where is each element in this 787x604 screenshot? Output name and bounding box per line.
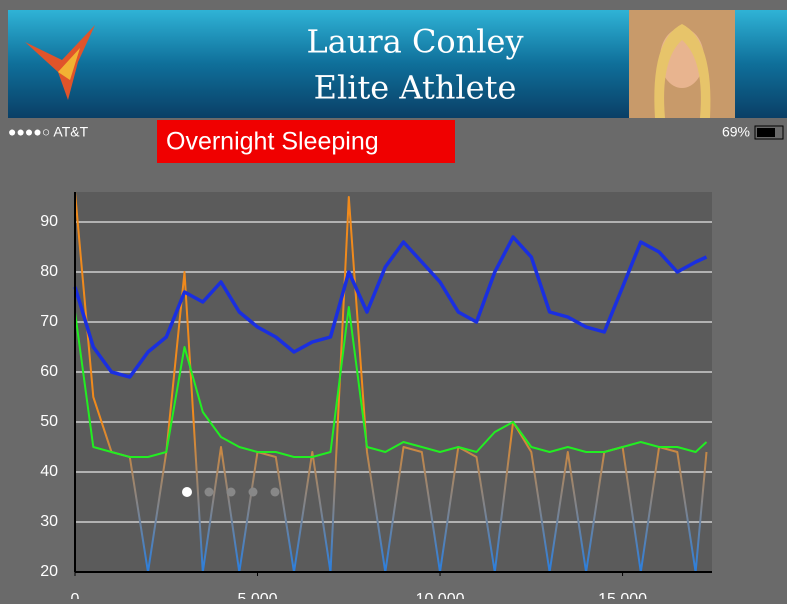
- y-tick-label: 60: [40, 363, 58, 380]
- y-tick-label: 70: [40, 313, 58, 330]
- x-tick-label: 10,000: [416, 591, 465, 599]
- header-subtitle: Elite Athlete: [314, 69, 517, 107]
- chart-title: Overnight Sleeping: [166, 128, 379, 156]
- y-tick-label: 30: [40, 513, 58, 530]
- page: Laura Conley Elite Athlete ●●●●○ AT&T 69…: [0, 0, 787, 599]
- y-tick-label: 80: [40, 263, 58, 280]
- screen: Laura Conley Elite Athlete ●●●●○ AT&T 69…: [0, 0, 787, 599]
- y-tick-label: 40: [40, 463, 58, 480]
- carrier: ●●●●○ AT&T: [8, 124, 89, 140]
- x-tick-label: 0: [71, 591, 80, 599]
- header-name: Laura Conley: [306, 23, 523, 61]
- y-tick-label: 20: [40, 563, 58, 580]
- x-tick-label: 15,000: [598, 591, 647, 599]
- y-tick-label: 50: [40, 413, 58, 430]
- x-tick-label: 5,000: [237, 591, 277, 599]
- y-tick-label: 90: [40, 213, 58, 230]
- battery-level: [757, 128, 775, 137]
- profile-photo: [629, 10, 735, 118]
- battery-percent: 69%: [722, 124, 750, 140]
